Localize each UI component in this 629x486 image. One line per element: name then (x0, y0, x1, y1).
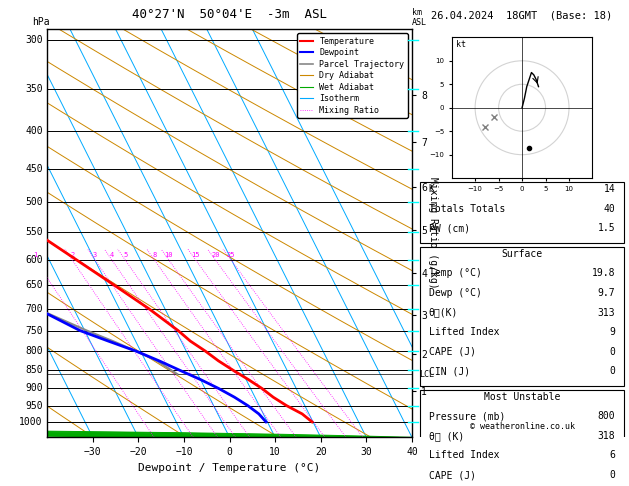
Text: km
ASL: km ASL (412, 8, 427, 27)
Text: 6: 6 (610, 451, 615, 460)
Text: 313: 313 (598, 308, 615, 317)
Text: Lifted Index: Lifted Index (429, 327, 499, 337)
Text: 15: 15 (191, 252, 200, 258)
Text: 500: 500 (25, 197, 43, 207)
Text: 1: 1 (33, 252, 37, 258)
Text: 318: 318 (598, 431, 615, 441)
Bar (420, 182, 624, 243)
Text: 950: 950 (25, 400, 43, 411)
Text: 5: 5 (123, 252, 127, 258)
Bar (420, 390, 624, 486)
Legend: Temperature, Dewpoint, Parcel Trajectory, Dry Adiabat, Wet Adiabat, Isotherm, Mi: Temperature, Dewpoint, Parcel Trajectory… (297, 34, 408, 118)
X-axis label: Dewpoint / Temperature (°C): Dewpoint / Temperature (°C) (138, 463, 321, 473)
Text: CAPE (J): CAPE (J) (429, 470, 476, 480)
Text: Most Unstable: Most Unstable (484, 392, 560, 401)
Text: kt: kt (457, 40, 466, 49)
Text: Pressure (mb): Pressure (mb) (429, 411, 505, 421)
Text: 3: 3 (93, 252, 97, 258)
Text: Surface: Surface (501, 249, 543, 259)
Text: θᴇ (K): θᴇ (K) (429, 431, 464, 441)
Text: 14: 14 (604, 184, 615, 194)
Text: 900: 900 (25, 383, 43, 394)
Text: K: K (429, 184, 435, 194)
Text: CIN (J): CIN (J) (429, 366, 470, 376)
Text: θᴇ(K): θᴇ(K) (429, 308, 458, 317)
Text: LCL: LCL (420, 369, 434, 379)
Text: Lifted Index: Lifted Index (429, 451, 499, 460)
Text: 800: 800 (25, 346, 43, 356)
Bar (420, 247, 624, 385)
Text: 9: 9 (610, 327, 615, 337)
Text: 25: 25 (226, 252, 235, 258)
Text: 850: 850 (25, 365, 43, 375)
Text: hPa: hPa (33, 17, 50, 27)
Text: 700: 700 (25, 304, 43, 314)
Text: 650: 650 (25, 280, 43, 290)
Text: 20: 20 (211, 252, 220, 258)
Text: 600: 600 (25, 255, 43, 265)
Text: 19.8: 19.8 (592, 268, 615, 278)
Text: 40: 40 (604, 204, 615, 214)
Text: CAPE (J): CAPE (J) (429, 347, 476, 357)
Y-axis label: Mixing Ratio (g/kg): Mixing Ratio (g/kg) (428, 177, 438, 289)
Text: 9.7: 9.7 (598, 288, 615, 298)
Text: 550: 550 (25, 227, 43, 237)
Text: 26.04.2024  18GMT  (Base: 18): 26.04.2024 18GMT (Base: 18) (431, 11, 613, 21)
Text: 8: 8 (152, 252, 157, 258)
Text: 0: 0 (610, 366, 615, 376)
Text: 300: 300 (25, 35, 43, 45)
Text: © weatheronline.co.uk: © weatheronline.co.uk (470, 422, 574, 431)
Text: 2: 2 (70, 252, 74, 258)
Text: 1.5: 1.5 (598, 224, 615, 233)
Text: 1000: 1000 (19, 417, 43, 427)
Text: Totals Totals: Totals Totals (429, 204, 505, 214)
Text: 350: 350 (25, 84, 43, 94)
Text: 800: 800 (598, 411, 615, 421)
Text: 750: 750 (25, 326, 43, 336)
Text: PW (cm): PW (cm) (429, 224, 470, 233)
Text: 400: 400 (25, 126, 43, 136)
Text: 40°27'N  50°04'E  -3m  ASL: 40°27'N 50°04'E -3m ASL (132, 8, 327, 21)
Text: 10: 10 (164, 252, 173, 258)
Text: 0: 0 (610, 470, 615, 480)
Text: 0: 0 (610, 347, 615, 357)
Text: 450: 450 (25, 164, 43, 174)
Text: Temp (°C): Temp (°C) (429, 268, 482, 278)
Text: Dewp (°C): Dewp (°C) (429, 288, 482, 298)
Text: 4: 4 (109, 252, 114, 258)
